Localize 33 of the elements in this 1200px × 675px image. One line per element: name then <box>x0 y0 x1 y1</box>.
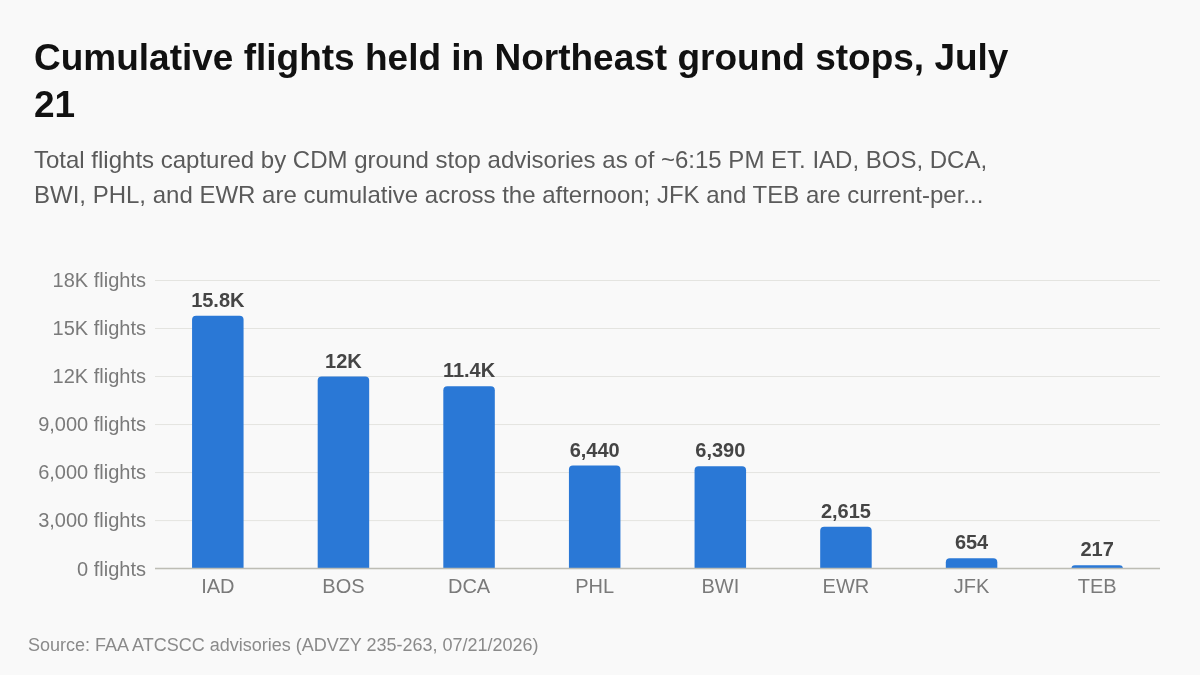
chart-title: Cumulative flights held in Northeast ground stops, July 21 <box>34 37 1009 125</box>
data-label: 6,440 <box>569 438 620 461</box>
data-label: 11.4K <box>442 359 496 382</box>
data-label: 15.8K <box>191 288 246 311</box>
bar <box>192 315 244 569</box>
source-note: Source: FAA ATCSCC advisories (ADVZY 235-263, 07/21/2026) <box>28 635 539 655</box>
y-tick-label: 3,000 flights <box>38 509 146 532</box>
x-tick-label: TEB <box>1077 574 1117 597</box>
x-tick-label: IAD <box>201 574 235 597</box>
y-tick-label: 0 flights <box>77 557 146 580</box>
y-tick-label: 6,000 flights <box>38 461 146 484</box>
chart-subtitle: Total flights captured by CDM ground stop advisories as of ~6:15 PM ET. IAD, BOS, DCA, BWI, PHL, and EWR are cumulative across the afternoon; JFK and TEB are current-per... <box>34 146 988 208</box>
y-tick-label: 15K flights <box>52 317 146 340</box>
bar <box>568 465 621 569</box>
data-label: 2,615 <box>820 499 871 522</box>
data-label: 217 <box>1080 538 1114 561</box>
data-label: 6,390 <box>695 439 746 462</box>
bar <box>694 466 747 569</box>
x-tick-label: BOS <box>322 574 365 597</box>
y-tick-label: 9,000 flights <box>38 413 146 436</box>
bar <box>945 558 998 569</box>
y-tick-label: 18K flights <box>52 269 146 292</box>
bar <box>820 526 872 569</box>
x-tick-label: BWI <box>701 574 740 597</box>
x-tick-label: DCA <box>447 574 491 597</box>
bar <box>443 386 495 569</box>
x-tick-label: PHL <box>575 574 615 597</box>
data-label: 654 <box>954 531 990 554</box>
data-label: 12K <box>325 349 363 372</box>
x-tick-label: JFK <box>953 574 990 597</box>
y-tick-label: 12K flights <box>52 365 146 388</box>
x-tick-label: EWR <box>822 574 870 597</box>
bar <box>317 376 370 569</box>
